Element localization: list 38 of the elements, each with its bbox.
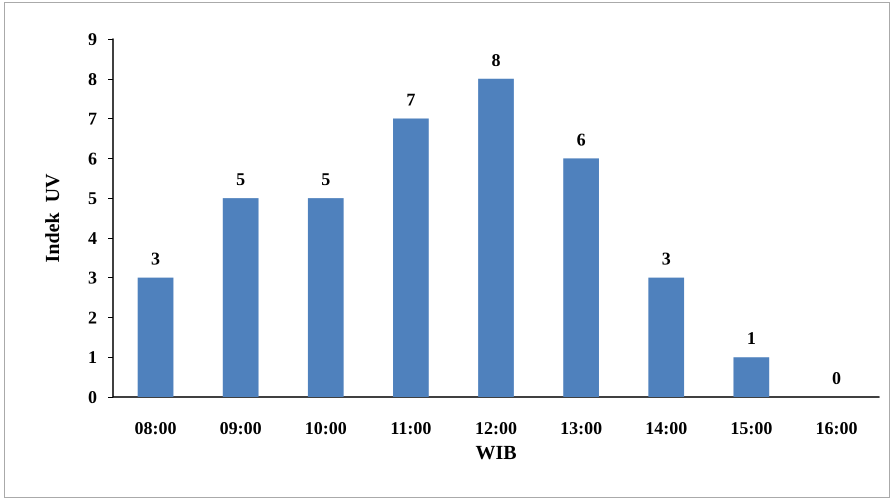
y-tick-label: 8	[88, 68, 97, 89]
x-tick-label: 15:00	[730, 418, 772, 438]
x-tick-label: 10:00	[304, 418, 347, 438]
y-tick-label: 9	[88, 29, 97, 49]
data-label: 7	[406, 90, 416, 110]
y-tick-label: 5	[88, 188, 97, 208]
bar	[478, 78, 514, 397]
x-tick-label: 12:00	[475, 418, 517, 438]
x-tick-label: 11:00	[390, 418, 432, 438]
data-label: 3	[662, 248, 671, 269]
data-label: 5	[321, 169, 330, 190]
data-label: 5	[236, 169, 246, 190]
bar	[222, 198, 259, 397]
x-tick-label: 08:00	[134, 418, 177, 438]
data-label: 3	[151, 248, 160, 269]
x-tick-label: 09:00	[220, 418, 262, 438]
y-tick-label: 2	[88, 307, 97, 328]
bar	[563, 158, 599, 397]
data-label: 8	[492, 50, 500, 70]
data-label: 1	[746, 328, 756, 348]
bar	[138, 278, 174, 397]
data-label: 6	[576, 129, 586, 150]
x-axis-title: WIB	[475, 442, 517, 464]
x-tick-label: 16:00	[815, 418, 858, 438]
bar	[393, 118, 429, 397]
x-tick-label: 13:00	[560, 418, 602, 438]
bar	[308, 198, 344, 397]
y-axis-title: Indek UV	[42, 172, 64, 262]
y-tick-label: 0	[88, 387, 97, 407]
y-tick-label: 3	[88, 268, 97, 288]
y-tick-label: 7	[88, 108, 97, 129]
y-tick-label: 4	[88, 228, 97, 248]
bar	[733, 357, 770, 397]
y-tick-label: 6	[88, 148, 97, 168]
bar	[648, 278, 684, 397]
data-label: 0	[832, 368, 841, 388]
x-tick-label: 14:00	[645, 418, 688, 438]
y-tick-label: 1	[88, 347, 97, 368]
